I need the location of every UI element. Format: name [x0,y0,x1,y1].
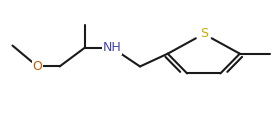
Text: O: O [32,60,42,73]
Text: NH: NH [103,41,122,54]
Text: S: S [200,27,208,40]
